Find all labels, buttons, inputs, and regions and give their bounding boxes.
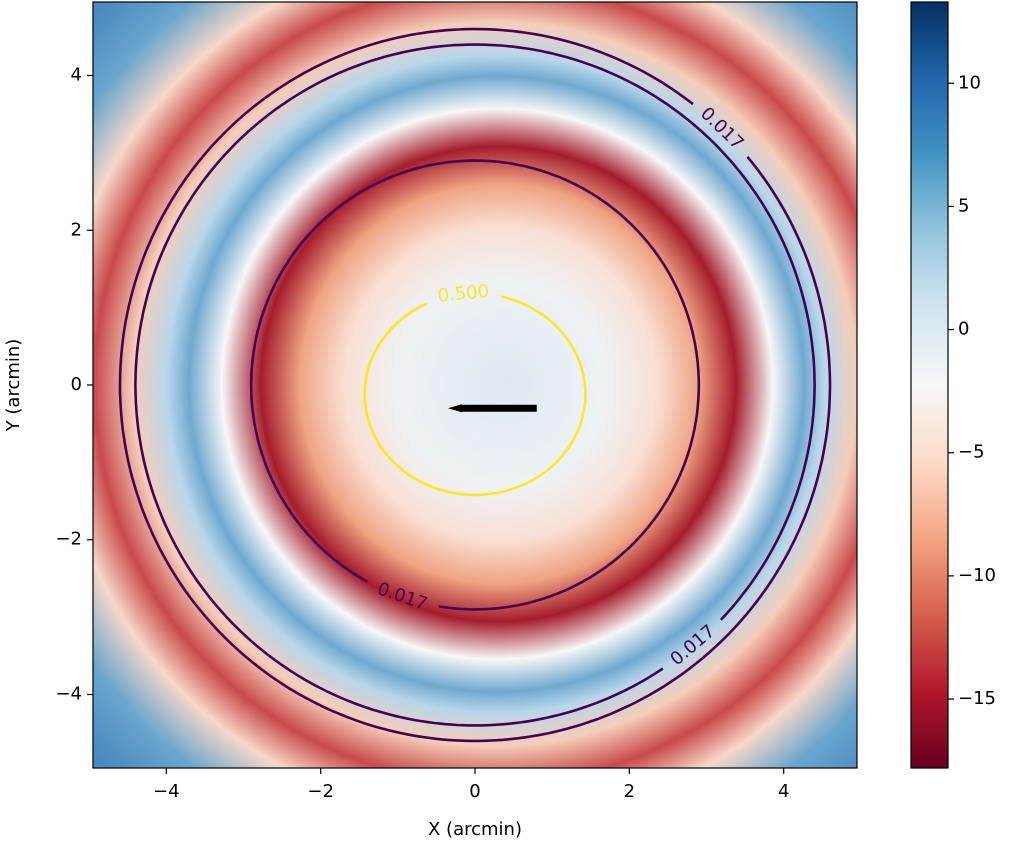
x-tick-label: 2: [624, 781, 635, 802]
y-tick-label: 2: [71, 219, 82, 240]
x-tick-label: −4: [153, 781, 180, 802]
x-tick-label: 0: [469, 781, 480, 802]
y-tick-label: 4: [71, 65, 82, 86]
contour-label: 0.500: [437, 281, 490, 307]
contour-line: [249, 159, 701, 611]
y-tick-label: −2: [55, 529, 82, 550]
y-tick-label: 0: [71, 374, 82, 395]
x-tick-label: −2: [307, 781, 334, 802]
y-axis-label: Y (arcmin): [3, 339, 24, 433]
contour-line: [118, 27, 832, 743]
colorbar-tick-label: −15: [958, 688, 996, 709]
contour-line: [363, 295, 587, 497]
heatmap-field: [93, 2, 857, 768]
colorbar-tick-label: −10: [958, 565, 996, 586]
arrow-head: [447, 404, 462, 413]
x-tick-label: 4: [778, 781, 789, 802]
y-tick-label: −4: [55, 683, 82, 704]
contour-line: [134, 43, 816, 727]
colorbar-tick-label: −5: [958, 442, 985, 463]
colorbar-tick-label: 10: [958, 72, 981, 93]
colorbar: [910, 1, 949, 769]
colorbar-tick-label: 5: [958, 195, 969, 216]
colorbar-tick-label: 0: [958, 319, 969, 340]
x-axis-label: X (arcmin): [428, 819, 522, 840]
